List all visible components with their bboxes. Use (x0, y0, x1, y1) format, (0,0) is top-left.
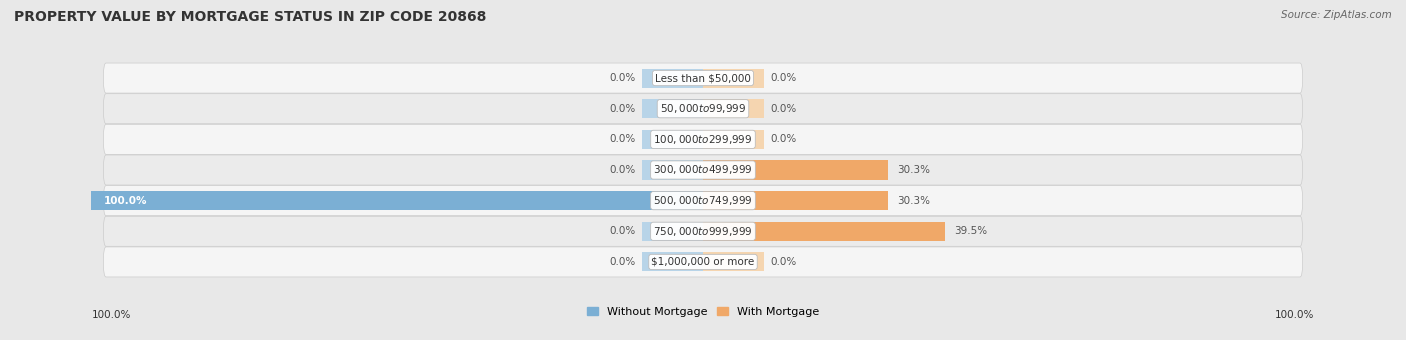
Text: 0.0%: 0.0% (770, 104, 797, 114)
Text: Less than $50,000: Less than $50,000 (655, 73, 751, 83)
Bar (91, 191, 703, 210)
Text: 100.0%: 100.0% (1275, 310, 1315, 320)
Text: 30.3%: 30.3% (897, 195, 931, 206)
FancyBboxPatch shape (104, 94, 1302, 124)
Bar (641, 160, 703, 180)
FancyBboxPatch shape (104, 186, 1302, 216)
Text: 0.0%: 0.0% (609, 165, 636, 175)
Bar (703, 69, 765, 88)
Text: 100.0%: 100.0% (104, 195, 148, 206)
Text: 0.0%: 0.0% (609, 73, 636, 83)
Bar (703, 222, 765, 241)
Bar (641, 252, 703, 271)
FancyBboxPatch shape (104, 247, 1302, 277)
Bar (641, 191, 703, 210)
Text: 100.0%: 100.0% (91, 310, 131, 320)
Text: 0.0%: 0.0% (609, 104, 636, 114)
Text: $300,000 to $499,999: $300,000 to $499,999 (654, 164, 752, 176)
Bar (703, 191, 765, 210)
Bar (641, 69, 703, 88)
Text: $100,000 to $299,999: $100,000 to $299,999 (654, 133, 752, 146)
Text: 30.3%: 30.3% (897, 165, 931, 175)
Bar (703, 99, 765, 118)
Bar (703, 160, 765, 180)
FancyBboxPatch shape (104, 124, 1302, 154)
Text: $750,000 to $999,999: $750,000 to $999,999 (654, 225, 752, 238)
FancyBboxPatch shape (104, 63, 1302, 93)
Text: $500,000 to $749,999: $500,000 to $749,999 (654, 194, 752, 207)
Text: 0.0%: 0.0% (770, 257, 797, 267)
Legend: Without Mortgage, With Mortgage: Without Mortgage, With Mortgage (582, 302, 824, 321)
Text: PROPERTY VALUE BY MORTGAGE STATUS IN ZIP CODE 20868: PROPERTY VALUE BY MORTGAGE STATUS IN ZIP… (14, 10, 486, 24)
Text: 0.0%: 0.0% (770, 73, 797, 83)
Bar (641, 99, 703, 118)
Bar (703, 252, 765, 271)
Text: 0.0%: 0.0% (609, 134, 636, 144)
Text: 0.0%: 0.0% (609, 257, 636, 267)
Bar (703, 160, 889, 180)
Bar (703, 130, 765, 149)
Text: $50,000 to $99,999: $50,000 to $99,999 (659, 102, 747, 115)
Text: 0.0%: 0.0% (609, 226, 636, 236)
FancyBboxPatch shape (104, 155, 1302, 185)
Text: $1,000,000 or more: $1,000,000 or more (651, 257, 755, 267)
Bar (703, 191, 889, 210)
Text: 39.5%: 39.5% (953, 226, 987, 236)
Text: Source: ZipAtlas.com: Source: ZipAtlas.com (1281, 10, 1392, 20)
Text: 0.0%: 0.0% (770, 134, 797, 144)
Bar (641, 130, 703, 149)
Bar (703, 222, 945, 241)
FancyBboxPatch shape (104, 216, 1302, 246)
Bar (641, 222, 703, 241)
